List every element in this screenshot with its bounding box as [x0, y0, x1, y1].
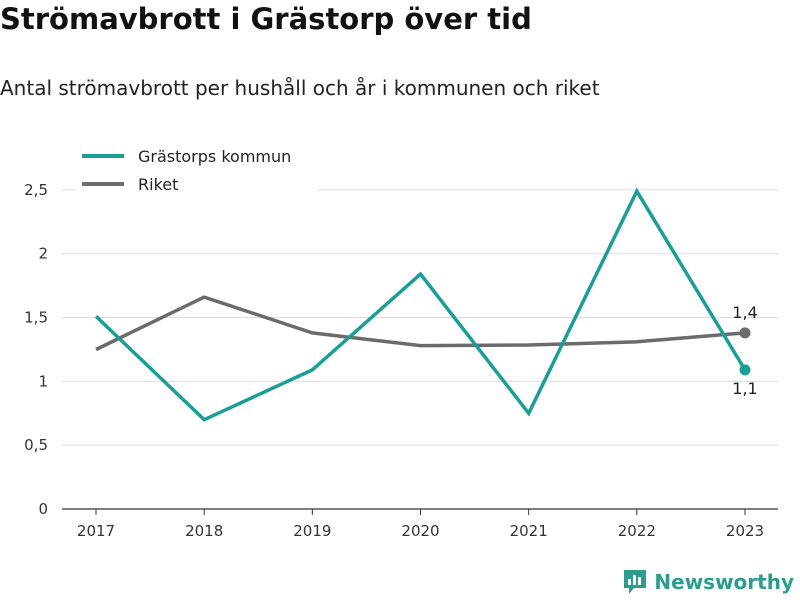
x-tick-label: 2023 — [726, 522, 764, 540]
end-point-grastorps-kommun — [739, 364, 751, 376]
x-tick-label: 2020 — [401, 522, 439, 540]
legend-label-riket: Riket — [138, 175, 178, 194]
newsworthy-logo-text: Newsworthy — [654, 570, 794, 594]
end-label-grastorps-kommun: 1,1 — [732, 379, 757, 398]
series-line-riket — [95, 295, 746, 352]
x-tick-label: 2019 — [293, 522, 331, 540]
x-tick-label: 2017 — [77, 522, 115, 540]
series-line-grastorps-kommun — [94, 187, 747, 422]
chart-subtitle: Antal strömavbrott per hushåll och år i … — [0, 76, 600, 100]
newsworthy-logo: Newsworthy — [622, 568, 794, 596]
chart-title: Strömavbrott i Grästorp över tid — [0, 2, 532, 36]
x-tick-label: 2021 — [510, 522, 548, 540]
y-tick-label: 0 — [38, 500, 48, 518]
end-point-riket — [739, 327, 751, 339]
x-tick-label: 2022 — [618, 522, 656, 540]
y-tick-label: 1,5 — [24, 309, 48, 327]
line-chart: 0 0,5 1 1,5 2 2,5 2017 2018 2019 2020 2021 2022 2023… — [24, 140, 778, 540]
y-tick-label: 2,5 — [24, 181, 48, 199]
y-tick-label: 0,5 — [24, 436, 48, 454]
end-label-riket: 1,4 — [732, 303, 757, 322]
newsworthy-logo-icon — [624, 570, 647, 594]
legend-label-grastorps-kommun: Grästorps kommun — [138, 147, 291, 166]
y-tick-label: 1 — [38, 372, 48, 390]
x-tick-label: 2018 — [185, 522, 223, 540]
legend-background — [76, 140, 318, 196]
y-tick-label: 2 — [38, 245, 48, 263]
